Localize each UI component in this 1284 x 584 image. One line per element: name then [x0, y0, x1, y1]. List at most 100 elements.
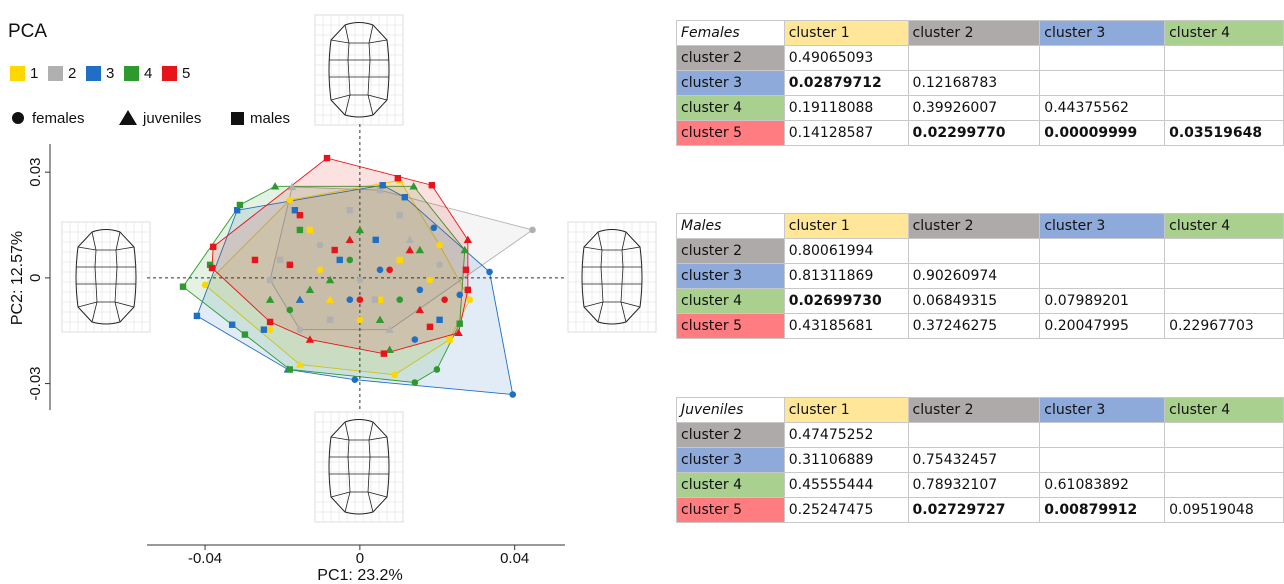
point [391, 371, 398, 378]
point [242, 331, 248, 337]
column-header: cluster 1 [784, 21, 908, 46]
point [347, 296, 354, 303]
legend-label: 4 [144, 65, 152, 82]
row-header: cluster 2 [677, 46, 785, 71]
point [441, 296, 448, 303]
table-cell: 0.02729727 [908, 498, 1040, 523]
point [267, 319, 273, 325]
point [287, 307, 294, 314]
point [436, 242, 443, 249]
table-row: cluster 40.191180880.399260070.44375562 [677, 96, 1284, 121]
empty-cell [908, 46, 1040, 71]
point [307, 227, 313, 233]
point [465, 287, 471, 293]
header-row: Juvenilescluster 1cluster 2cluster 3clus… [677, 398, 1284, 423]
data-table: Femalescluster 1cluster 2cluster 3cluste… [676, 20, 1284, 146]
table-title: Juveniles [677, 398, 785, 423]
legend-label: males [250, 110, 290, 127]
table-cell: 0.78932107 [908, 473, 1040, 498]
point [317, 266, 324, 273]
point [297, 227, 303, 233]
legend-marker [119, 110, 137, 125]
point [402, 194, 408, 200]
row-header: cluster 3 [677, 71, 785, 96]
point [396, 296, 403, 303]
legend-marker [231, 112, 244, 125]
y-tick-label: -0.03 [27, 366, 44, 400]
point [386, 266, 393, 273]
x-tick-label: 0.04 [500, 550, 529, 567]
point [463, 267, 469, 273]
point [417, 287, 424, 294]
legend-swatch [162, 66, 177, 81]
empty-cell [1040, 264, 1165, 289]
empty-cell [1165, 264, 1284, 289]
table-cell: 0.12168783 [908, 71, 1040, 96]
table-cell: 0.43185681 [784, 314, 908, 339]
page: PCA PC1: 23.2% PC2: 12.57% -0.0300.03-0.… [0, 0, 1284, 584]
table-title: Males [677, 214, 785, 239]
column-header: cluster 4 [1165, 214, 1284, 239]
table-cell: 0.49065093 [784, 46, 908, 71]
row-header: cluster 4 [677, 473, 785, 498]
point [297, 326, 304, 333]
point [373, 237, 379, 243]
column-header: cluster 1 [784, 214, 908, 239]
empty-cell [1165, 448, 1284, 473]
table-row: cluster 50.141285870.022997700.000099990… [677, 121, 1284, 146]
point [357, 277, 364, 284]
shape-shell [315, 15, 403, 125]
table-cell: 0.75432457 [908, 448, 1040, 473]
empty-cell [1040, 239, 1165, 264]
column-header: cluster 1 [784, 398, 908, 423]
legend-label: 3 [106, 65, 114, 82]
table-cell: 0.80061994 [784, 239, 908, 264]
table-cell: 0.00009999 [1040, 121, 1165, 146]
table-cell: 0.07989201 [1040, 289, 1165, 314]
empty-cell [908, 239, 1040, 264]
point [229, 322, 235, 328]
empty-cell [1165, 96, 1284, 121]
empty-cell [1165, 423, 1284, 448]
table-row: cluster 30.813118690.90260974 [677, 264, 1284, 289]
point [380, 182, 386, 188]
row-header: cluster 2 [677, 239, 785, 264]
point [429, 182, 435, 188]
row-header: cluster 4 [677, 96, 785, 121]
shape-shell [315, 412, 403, 522]
table-cell: 0.20047995 [1040, 314, 1165, 339]
point [352, 376, 359, 383]
point [317, 242, 324, 249]
point [194, 313, 200, 319]
point [267, 326, 274, 333]
empty-cell [1165, 289, 1284, 314]
empty-cell [1165, 239, 1284, 264]
table-cell: 0.19118088 [784, 96, 908, 121]
legend-label: females [32, 110, 85, 127]
point [412, 336, 419, 343]
x-axis-label: PC1: 23.2% [317, 567, 402, 584]
table-cell: 0.81311869 [784, 264, 908, 289]
point [252, 257, 258, 263]
y-tick-label: 0 [27, 274, 44, 282]
point [261, 326, 267, 332]
row-header: cluster 5 [677, 498, 785, 523]
point [347, 207, 353, 213]
y-axis-label: PC2: 12.57% [9, 231, 26, 325]
column-header: cluster 3 [1040, 214, 1165, 239]
legend-swatch [86, 66, 101, 81]
point [430, 225, 437, 232]
point [457, 320, 463, 326]
table-cell: 0.02879712 [784, 71, 908, 96]
table-cell: 0.09519048 [1165, 498, 1284, 523]
legend-swatch [10, 66, 25, 81]
table-row: cluster 20.47475252 [677, 423, 1284, 448]
point [210, 244, 216, 250]
point [287, 366, 293, 372]
point [397, 257, 403, 263]
column-header: cluster 3 [1040, 398, 1165, 423]
